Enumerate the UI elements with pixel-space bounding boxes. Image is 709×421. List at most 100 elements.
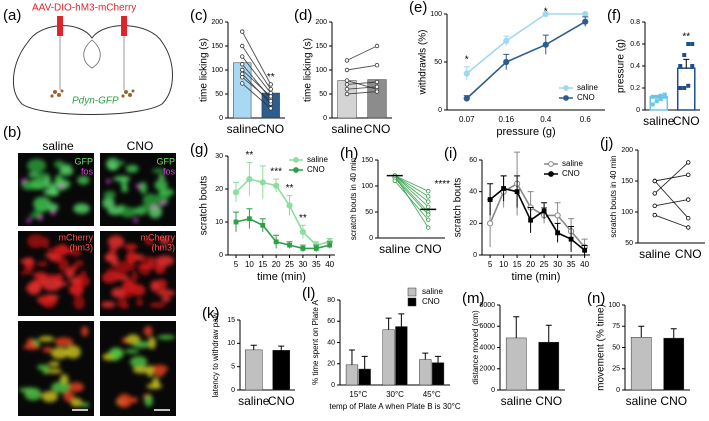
cell [65,267,75,279]
y-tick-label: 0 [219,115,223,122]
cell [140,204,153,210]
x-tick-label: saline [379,242,411,256]
cells [100,235,176,309]
point [678,86,683,90]
y-tick-label: 100 [361,183,373,190]
cell [143,326,153,337]
cell [27,234,45,249]
y-tick-label: 0 [219,252,223,259]
legend-marker [293,167,299,173]
cell [158,174,165,180]
annotation: * [544,7,548,18]
fos-dot [21,178,26,183]
x-tick-label: 40 [325,260,334,269]
cell [101,272,118,284]
subject-point [686,225,691,230]
fos-dot [59,183,64,188]
x-axis-title: pressure (g) [496,126,555,138]
subject-point [374,43,380,49]
subject-point [686,215,691,221]
cell [107,235,125,249]
error-bar [422,352,429,360]
column-label: saline [42,139,74,153]
subject-point [652,212,657,218]
cell [33,172,51,179]
subject-point [374,84,380,89]
panel-label: (a) [3,7,21,24]
y-tick-label: 10 [227,340,235,347]
x-tick-label: 45°C [423,390,441,399]
panel-label: (e) [409,0,427,16]
cell [31,178,47,190]
y-tick-label: 0 [323,115,327,122]
subject-point [344,67,350,73]
y-tick-label: 15 [227,317,235,324]
point [662,92,667,97]
subject-line [241,63,272,100]
x-tick-label: 10 [245,260,254,269]
cell [158,188,174,197]
subject-point [374,79,380,85]
cell [132,365,150,374]
cell [19,258,35,264]
cell [108,246,117,254]
series-marker [273,182,280,189]
bar [505,337,527,391]
fos-dot [51,210,56,215]
y-tick-label: 100 [608,302,620,309]
series-marker [554,212,561,219]
x-tick-label: 15 [513,260,522,269]
x-tick-label: 5 [488,260,493,269]
cell [146,238,155,246]
y-tick-label: 75 [612,323,620,330]
subject-point [240,62,245,67]
subject-line [241,83,272,109]
subject-line [394,176,429,213]
x-axis-title: time (min) [257,271,306,283]
cell [63,391,75,402]
annotation: ** [299,213,307,224]
brain-outline [12,25,173,115]
annotation: ** [682,32,690,43]
y-tick-label: 10 [215,219,223,226]
cell [124,243,138,251]
cell [51,347,69,359]
cell [122,303,129,309]
series-marker [287,242,292,248]
fos-dot [26,218,31,223]
cell [68,382,84,393]
series-marker [528,217,533,223]
cell [43,188,59,196]
cell [59,166,74,176]
x-tick-label: CNO [535,394,562,408]
series-marker [233,219,239,225]
cell [150,364,168,373]
subject-line [394,175,429,228]
x-tick-label: 0.6 [580,115,592,124]
series-marker [300,246,306,251]
legend-label: CNO [422,297,440,306]
subject-point [240,67,245,73]
cell [114,275,129,281]
x-tick-label: CNO [268,394,295,408]
y-tick-label: 50 [215,91,223,98]
subject-line [654,199,689,207]
point [678,64,683,68]
subject-point [240,74,245,80]
subject-point [686,172,691,177]
channel-label: mCherry [58,232,93,242]
x-tick-label: 35 [567,260,576,269]
y-tick-label: 150 [315,43,327,50]
cell [26,281,42,295]
y-tick-label: 0.6 [630,41,640,48]
series-marker [555,230,560,236]
y-tick-label: 0 [616,387,620,394]
panel-label: (d) [294,7,312,24]
y-tick-label: 200 [211,19,223,26]
panel-label: (j) [600,135,613,152]
subject-line [394,180,429,221]
cell [23,344,41,350]
subject-point [344,78,350,83]
x-tick-label: 30°C [386,390,404,399]
